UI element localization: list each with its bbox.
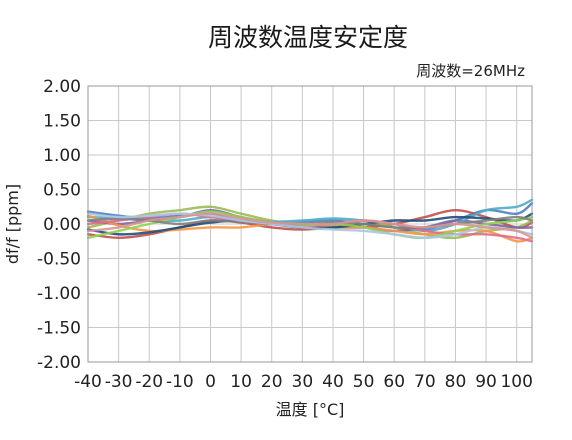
y-tick-label: 0.50 [43,181,81,201]
x-tick-label: 60 [383,372,405,392]
x-tick-label: 20 [261,372,283,392]
x-tick-label: -40 [74,372,102,392]
y-tick-label: 2.00 [43,77,81,97]
plot-series [86,198,534,243]
y-axis-label: df/f [ppm] [3,184,22,264]
chart-title: 周波数温度安定度 [208,23,408,52]
series-line-12 [86,212,534,239]
y-tick-label: 1.50 [43,112,81,132]
x-tick-label: 50 [353,372,375,392]
y-axis-ticks: 2.00 1.50 1.00 0.50 0.00 -0.50 -1.00 -1.50 -2.00 [37,77,81,373]
y-tick-label: -0.50 [37,250,81,270]
x-tick-label: -10 [166,372,194,392]
x-tick-label: 100 [500,372,532,392]
x-tick-label: 0 [205,372,216,392]
series-line-1 [86,202,534,232]
x-tick-label: 80 [445,372,467,392]
x-tick-label: 70 [414,372,436,392]
x-tick-label: -30 [105,372,133,392]
y-tick-label: 0.00 [43,215,81,235]
y-tick-label: -1.00 [37,284,81,304]
frequency-annotation: 周波数=26MHz [416,62,525,80]
x-tick-label: 40 [322,372,344,392]
plot-frame [87,85,533,363]
x-axis-label: 温度 [°C] [276,400,345,419]
series-line-11 [86,212,534,239]
x-tick-label: 30 [292,372,314,392]
x-tick-label: 10 [230,372,252,392]
x-tick-label: -20 [135,372,163,392]
x-tick-label: 90 [475,372,497,392]
y-tick-label: -1.50 [37,319,81,339]
y-tick-label: -2.00 [37,353,81,373]
y-tick-label: 1.00 [43,146,81,166]
x-axis-ticks: -40 -30 -20 -10 0 10 20 30 40 50 60 70 80 90 100 [74,372,533,392]
